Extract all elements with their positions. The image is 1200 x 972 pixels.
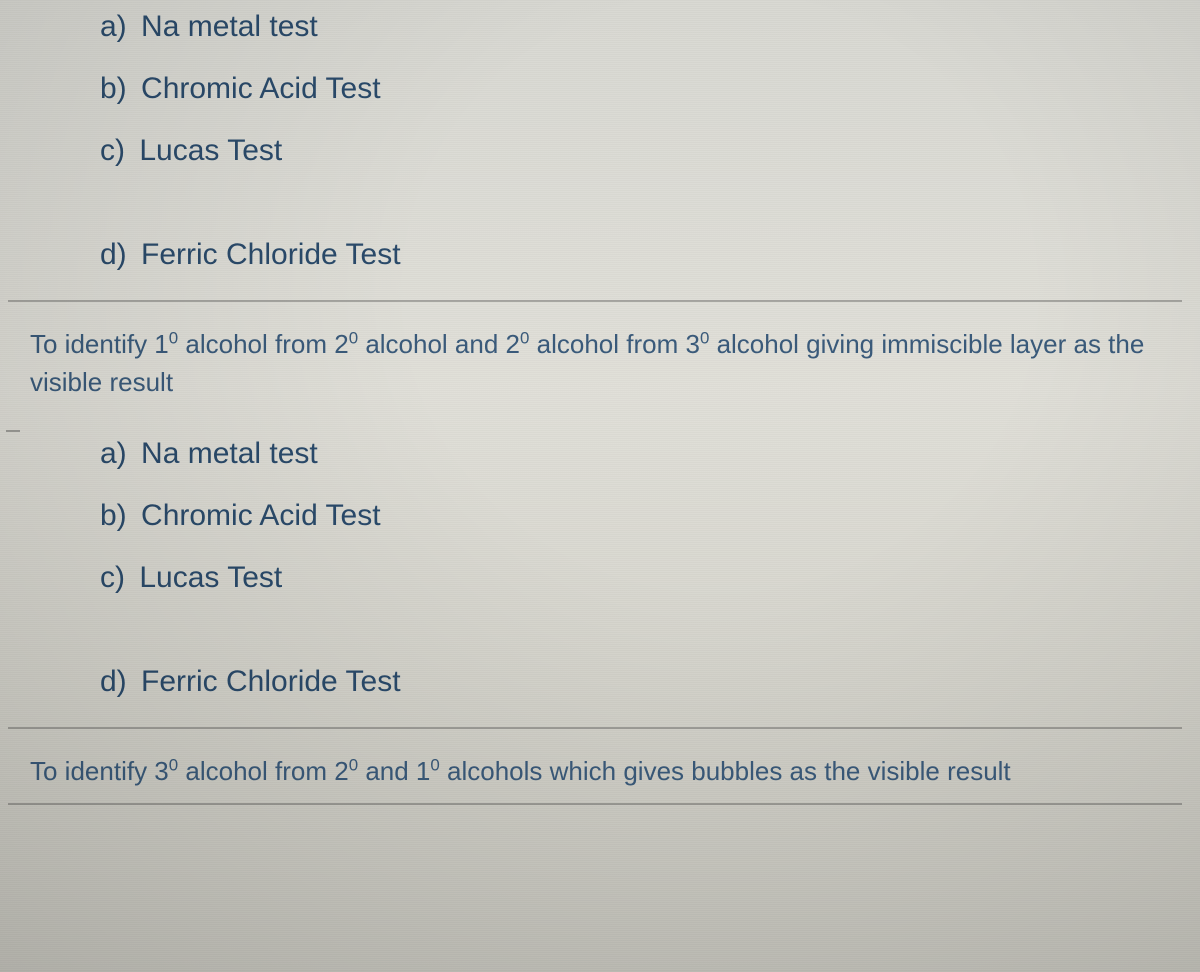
options-block-2: a) Na metal test b) Chromic Acid Test c)… [0,437,1200,699]
option-text: Ferric Chloride Test [141,665,401,698]
options-block-1: a) Na metal test b) Chromic Acid Test c)… [0,10,1200,272]
margin-tick [6,430,20,432]
divider [8,803,1182,805]
option-1a: a) Na metal test [100,10,1200,44]
q2-part: alcohol and 2 [358,329,520,359]
document-page: a) Na metal test b) Chromic Acid Test c)… [0,0,1200,805]
q2-part: To identify 1 [30,329,169,359]
divider [8,300,1182,302]
q3-sup: 0 [349,756,358,775]
q3-part: alcohol from 2 [178,756,349,786]
q2-sup: 0 [520,328,529,347]
option-text: Na metal test [141,437,318,470]
option-letter: b) [100,72,127,105]
option-text: Ferric Chloride Test [141,238,401,271]
q3-part: alcohols which gives bubbles as the visi… [440,756,1011,786]
option-text: Na metal test [141,10,318,43]
q3-part: and 1 [358,756,430,786]
option-1d: d) Ferric Chloride Test [100,238,1200,272]
option-text: Lucas Test [139,134,282,167]
option-1c: c) Lucas Test [100,134,1200,168]
q3-sup: 0 [169,756,178,775]
option-letter: c) [100,561,125,594]
question-3: To identify 30 alcohol from 20 and 10 al… [0,747,1200,797]
option-2d: d) Ferric Chloride Test [100,665,1200,699]
q2-sup: 0 [349,328,358,347]
option-text: Chromic Acid Test [141,72,381,105]
q2-part: alcohol from 2 [178,329,349,359]
option-letter: d) [100,238,127,271]
question-2: To identify 10 alcohol from 20 alcohol a… [0,320,1200,407]
option-text: Chromic Acid Test [141,499,381,532]
option-text: Lucas Test [139,561,282,594]
option-letter: c) [100,134,125,167]
q2-part: alcohol from 3 [529,329,700,359]
q3-sup: 0 [430,756,439,775]
q3-part: To identify 3 [30,756,169,786]
q2-sup: 0 [700,328,709,347]
option-letter: a) [100,10,127,43]
option-2c: c) Lucas Test [100,561,1200,595]
q2-sup: 0 [169,328,178,347]
option-letter: b) [100,499,127,532]
divider [8,727,1182,729]
option-letter: d) [100,665,127,698]
option-1b: b) Chromic Acid Test [100,72,1200,106]
option-2a: a) Na metal test [100,437,1200,471]
option-2b: b) Chromic Acid Test [100,499,1200,533]
option-letter: a) [100,437,127,470]
